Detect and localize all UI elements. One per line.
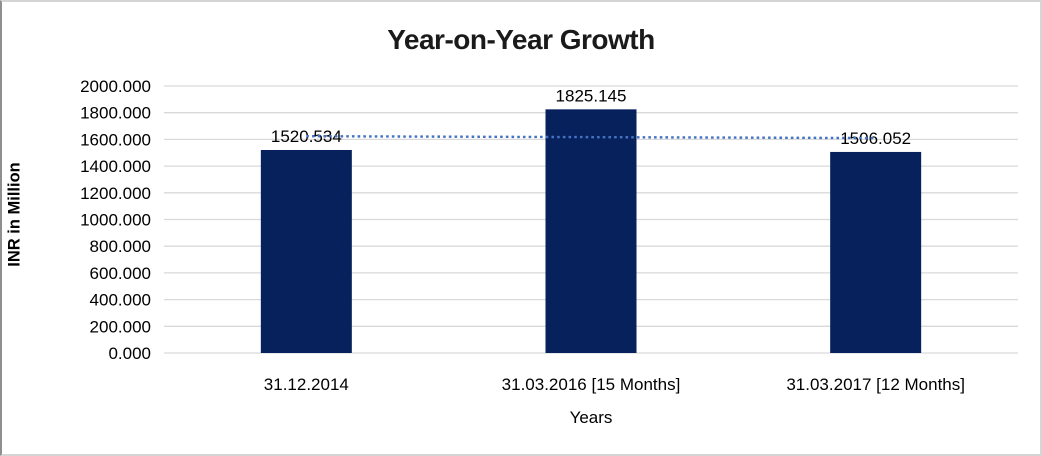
y-tick-label: 400.000: [90, 291, 151, 310]
y-tick-label: 1200.000: [80, 184, 151, 203]
bar-data-label: 1506.052: [840, 129, 911, 148]
y-tick-label: 0.000: [108, 344, 151, 363]
x-category-label: 31.12.2014: [264, 375, 349, 394]
y-tick-label: 800.000: [90, 237, 151, 256]
y-tick-label: 1000.000: [80, 211, 151, 230]
x-category-label: 31.03.2016 [15 Months]: [502, 375, 681, 394]
bar-data-label: 1825.145: [556, 86, 627, 105]
y-tick-label: 1800.000: [80, 104, 151, 123]
y-tick-label: 2000.000: [80, 77, 151, 96]
y-tick-label: 600.000: [90, 264, 151, 283]
x-category-label: 31.03.2017 [12 Months]: [786, 375, 965, 394]
bar: [260, 150, 352, 353]
x-axis-title: Years: [569, 408, 613, 427]
trendline: [306, 134, 876, 140]
chart-title: Year-on-Year Growth: [387, 24, 655, 55]
y-tick-label: 200.000: [90, 317, 151, 336]
bar: [545, 109, 637, 353]
y-tick-label: 1600.000: [80, 130, 151, 149]
bar: [830, 151, 922, 353]
y-tick-label: 1400.000: [80, 157, 151, 176]
